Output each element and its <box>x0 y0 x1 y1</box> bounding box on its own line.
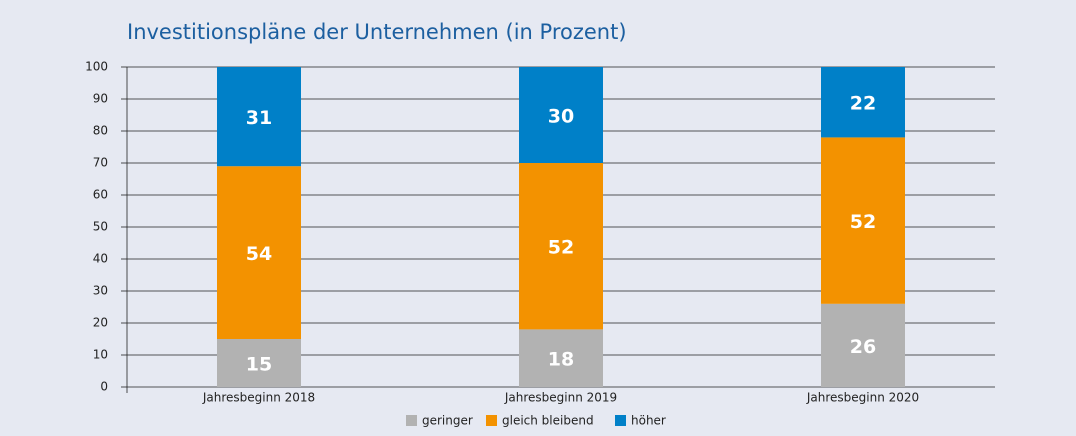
bar-segment <box>217 339 301 387</box>
y-tick-label: 30 <box>93 284 108 298</box>
data-label: 18 <box>548 349 574 371</box>
bar-segment <box>519 67 603 163</box>
data-label: 15 <box>246 354 272 376</box>
bar-segment <box>519 329 603 387</box>
bar-segment <box>821 303 905 387</box>
legend-label: geringer <box>422 414 473 428</box>
legend-swatch <box>406 415 417 426</box>
y-tick-label: 0 <box>100 380 108 394</box>
data-label: 52 <box>850 211 876 233</box>
y-tick-label: 70 <box>93 156 108 170</box>
bar-segment <box>821 67 905 138</box>
y-tick-label: 20 <box>93 316 108 330</box>
data-label: 52 <box>548 237 574 259</box>
legend-label: gleich bleibend <box>502 414 594 428</box>
y-tick-label: 80 <box>93 124 108 138</box>
data-label: 22 <box>850 93 876 115</box>
legend-swatch <box>486 415 497 426</box>
y-tick-label: 90 <box>93 92 108 106</box>
y-tick-label: 10 <box>93 348 108 362</box>
y-tick-label: 40 <box>93 252 108 266</box>
y-tick-label: 100 <box>85 60 108 74</box>
x-tick-label: Jahresbeginn 2018 <box>202 391 315 405</box>
bar-segment <box>519 163 603 330</box>
legend-label: höher <box>631 414 666 428</box>
y-tick-label: 60 <box>93 188 108 202</box>
legend-swatch <box>615 415 626 426</box>
x-tick-label: Jahresbeginn 2019 <box>504 391 617 405</box>
data-label: 26 <box>850 336 876 358</box>
bar-segment <box>217 67 301 167</box>
data-label: 54 <box>246 243 272 265</box>
y-tick-label: 50 <box>93 220 108 234</box>
chart-title: Investitionspläne der Unternehmen (in Pr… <box>127 20 627 44</box>
data-label: 31 <box>246 107 272 129</box>
data-label: 30 <box>548 106 574 128</box>
bar-segment <box>821 137 905 304</box>
x-tick-label: Jahresbeginn 2020 <box>806 391 919 405</box>
bar-segment <box>217 166 301 339</box>
